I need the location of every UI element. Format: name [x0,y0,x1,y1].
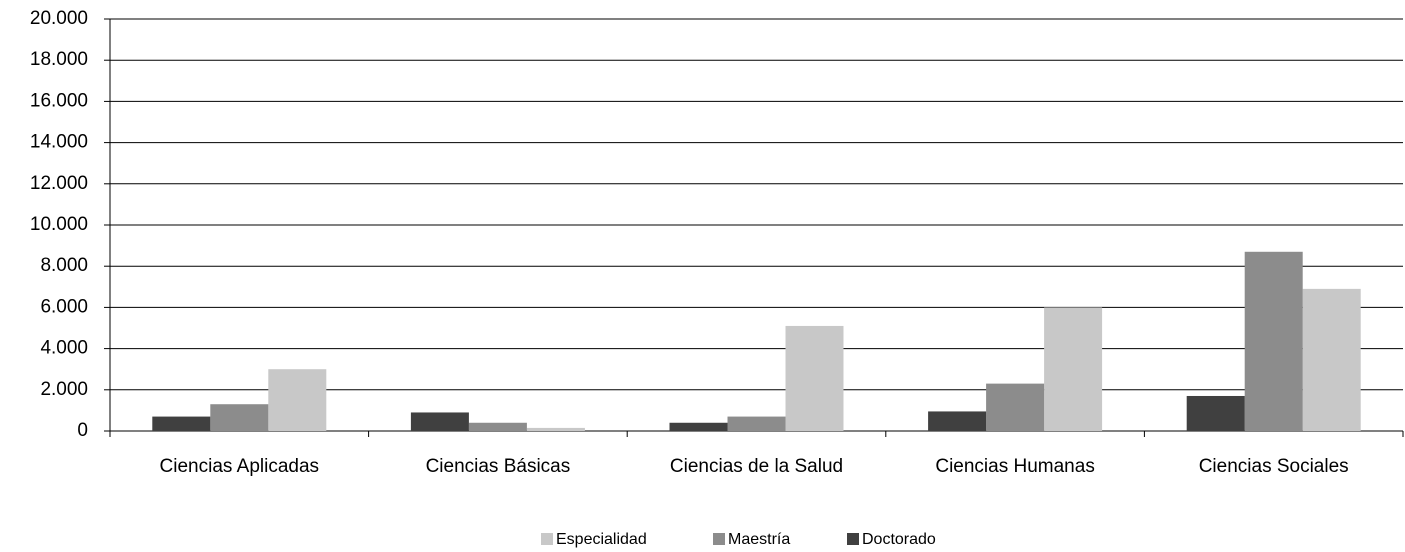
x-tick-label: Ciencias de la Salud [670,456,843,477]
bar [268,369,327,431]
y-tick-label: 0 [77,420,88,441]
bar [986,383,1045,431]
y-tick-label: 10.000 [30,214,88,235]
legend-label: Doctorado [862,531,936,548]
bar [1302,288,1361,431]
bar [468,422,527,431]
bar [669,422,728,431]
bar [928,411,987,431]
x-tick-label: Ciencias Aplicadas [160,456,319,477]
y-tick-label: 14.000 [30,132,88,153]
legend-swatch [713,533,725,545]
bar [727,416,786,431]
y-tick-label: 6.000 [40,296,88,317]
bar [152,416,211,431]
y-tick-label: 12.000 [30,173,88,194]
legend-swatch [541,533,553,545]
y-tick-label: 18.000 [30,49,88,70]
x-tick-label: Ciencias Humanas [935,456,1094,477]
x-tick-label: Ciencias Sociales [1199,456,1349,477]
y-tick-label: 20.000 [30,8,88,29]
y-tick-label: 4.000 [40,338,88,359]
bar [1044,307,1103,431]
bar [210,404,269,431]
bar [526,427,585,431]
bar [410,412,469,431]
legend-swatch [847,533,859,545]
legend-label: Especialidad [556,531,647,548]
y-tick-label: 16.000 [30,90,88,111]
bar [785,325,844,431]
x-tick-label: Ciencias Básicas [426,456,571,477]
y-tick-label: 2.000 [40,379,88,400]
bar [1186,395,1245,431]
bar [1244,251,1303,431]
y-tick-label: 8.000 [40,255,88,276]
legend-label: Maestría [728,531,790,548]
